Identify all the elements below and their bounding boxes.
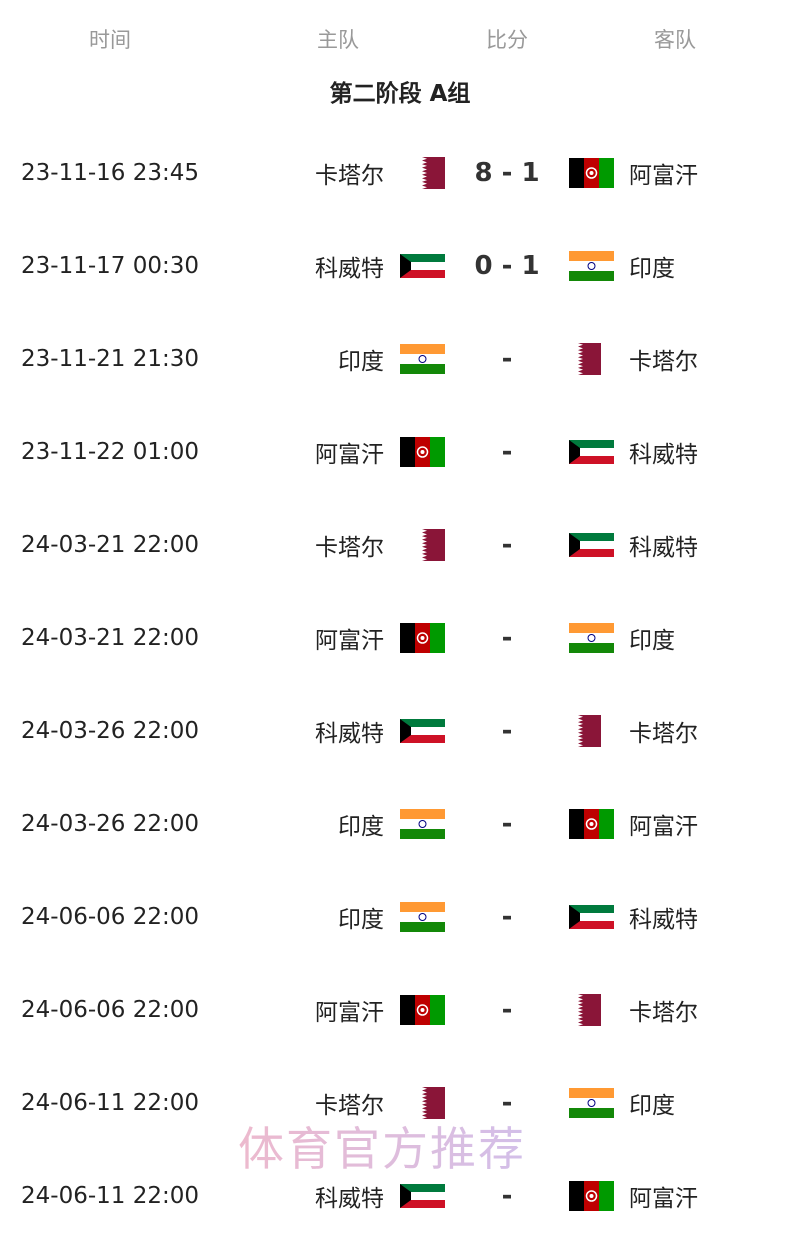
- match-row[interactable]: 24-06-11 22:00 科威特 - 阿富汗: [0, 1171, 800, 1221]
- qatar-flag-icon: [413, 1087, 445, 1119]
- match-row[interactable]: 24-06-06 22:00 印度 - 科威特: [0, 892, 800, 942]
- home-team-name: 印度: [338, 349, 384, 375]
- afghanistan-flag-icon: [569, 158, 614, 188]
- qatar-flag-icon: [413, 157, 445, 189]
- kuwait-flag-icon: [569, 905, 614, 929]
- match-score: -: [501, 530, 513, 560]
- match-score: -: [501, 344, 513, 374]
- qatar-flag-icon: [413, 529, 445, 561]
- kuwait-flag-icon: [400, 719, 445, 743]
- match-time: 23-11-17 00:30: [21, 253, 199, 279]
- india-flag-icon: [400, 902, 445, 932]
- match-time: 24-03-26 22:00: [21, 811, 199, 837]
- india-flag-icon: [569, 1088, 614, 1118]
- home-team-name: 科威特: [315, 256, 384, 282]
- afghanistan-flag-icon: [400, 995, 445, 1025]
- match-time: 24-03-26 22:00: [21, 718, 199, 744]
- away-team-name: 印度: [629, 628, 675, 654]
- match-time: 23-11-21 21:30: [21, 346, 199, 372]
- match-row[interactable]: 24-03-26 22:00 印度 - 阿富汗: [0, 799, 800, 849]
- column-header-away: 客队: [654, 28, 696, 52]
- kuwait-flag-icon: [400, 1184, 445, 1208]
- away-team-name: 阿富汗: [629, 814, 698, 840]
- match-score: -: [501, 1181, 513, 1211]
- kuwait-flag-icon: [569, 533, 614, 557]
- match-row[interactable]: 24-06-11 22:00 卡塔尔 - 印度: [0, 1078, 800, 1128]
- home-team-name: 科威特: [315, 721, 384, 747]
- away-team-name: 阿富汗: [629, 1186, 698, 1212]
- home-team-name: 科威特: [315, 1186, 384, 1212]
- match-row[interactable]: 23-11-17 00:30 科威特 0 - 1 印度: [0, 241, 800, 291]
- qatar-flag-icon: [569, 343, 601, 375]
- match-score: -: [501, 623, 513, 653]
- away-team-name: 印度: [629, 256, 675, 282]
- home-team-name: 阿富汗: [315, 442, 384, 468]
- kuwait-flag-icon: [400, 254, 445, 278]
- column-header-time: 时间: [89, 28, 131, 52]
- india-flag-icon: [400, 344, 445, 374]
- kuwait-flag-icon: [569, 440, 614, 464]
- qatar-flag-icon: [569, 715, 601, 747]
- away-team-name: 科威特: [629, 442, 698, 468]
- match-score: -: [501, 809, 513, 839]
- match-row[interactable]: 23-11-21 21:30 印度 - 卡塔尔: [0, 334, 800, 384]
- column-header-score: 比分: [486, 28, 528, 52]
- afghanistan-flag-icon: [400, 623, 445, 653]
- home-team-name: 阿富汗: [315, 628, 384, 654]
- group-title: 第二阶段 A组: [329, 81, 471, 107]
- match-score: -: [501, 1088, 513, 1118]
- match-time: 24-06-06 22:00: [21, 904, 199, 930]
- match-time: 23-11-22 01:00: [21, 439, 199, 465]
- match-time: 23-11-16 23:45: [21, 160, 199, 186]
- home-team-name: 印度: [338, 814, 384, 840]
- india-flag-icon: [400, 809, 445, 839]
- match-time: 24-06-06 22:00: [21, 997, 199, 1023]
- column-header-home: 主队: [317, 28, 359, 52]
- afghanistan-flag-icon: [400, 437, 445, 467]
- match-time: 24-06-11 22:00: [21, 1183, 199, 1209]
- india-flag-icon: [569, 623, 614, 653]
- away-team-name: 卡塔尔: [629, 1000, 698, 1026]
- away-team-name: 卡塔尔: [629, 349, 698, 375]
- home-team-name: 卡塔尔: [315, 535, 384, 561]
- match-row[interactable]: 23-11-22 01:00 阿富汗 - 科威特: [0, 427, 800, 477]
- match-score: -: [501, 995, 513, 1025]
- match-score: -: [501, 902, 513, 932]
- india-flag-icon: [569, 251, 614, 281]
- match-time: 24-06-11 22:00: [21, 1090, 199, 1116]
- match-row[interactable]: 24-03-26 22:00 科威特 - 卡塔尔: [0, 706, 800, 756]
- away-team-name: 卡塔尔: [629, 721, 698, 747]
- match-score: -: [501, 716, 513, 746]
- match-time: 24-03-21 22:00: [21, 625, 199, 651]
- afghanistan-flag-icon: [569, 809, 614, 839]
- qatar-flag-icon: [569, 994, 601, 1026]
- afghanistan-flag-icon: [569, 1181, 614, 1211]
- home-team-name: 卡塔尔: [315, 1093, 384, 1119]
- home-team-name: 印度: [338, 907, 384, 933]
- away-team-name: 科威特: [629, 907, 698, 933]
- match-score: 0 - 1: [474, 251, 540, 281]
- away-team-name: 科威特: [629, 535, 698, 561]
- match-time: 24-03-21 22:00: [21, 532, 199, 558]
- match-score: 8 - 1: [474, 158, 540, 188]
- match-row[interactable]: 24-06-06 22:00 阿富汗 - 卡塔尔: [0, 985, 800, 1035]
- match-row[interactable]: 23-11-16 23:45 卡塔尔 8 - 1 阿富汗: [0, 148, 800, 198]
- away-team-name: 印度: [629, 1093, 675, 1119]
- away-team-name: 阿富汗: [629, 163, 698, 189]
- match-row[interactable]: 24-03-21 22:00 卡塔尔 - 科威特: [0, 520, 800, 570]
- watermark: 体育官方推荐: [238, 1122, 526, 1176]
- match-score: -: [501, 437, 513, 467]
- home-team-name: 卡塔尔: [315, 163, 384, 189]
- home-team-name: 阿富汗: [315, 1000, 384, 1026]
- match-row[interactable]: 24-03-21 22:00 阿富汗 - 印度: [0, 613, 800, 663]
